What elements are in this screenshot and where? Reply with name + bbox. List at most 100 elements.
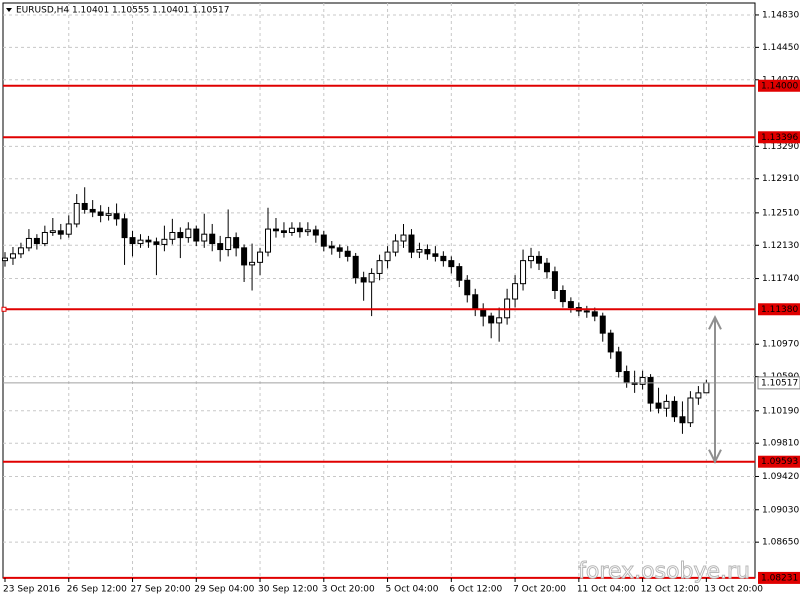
candle-body xyxy=(2,257,8,262)
candle-body xyxy=(464,279,471,296)
level-label: 1.08231 xyxy=(761,573,798,583)
candle-body xyxy=(472,294,479,310)
candle-body xyxy=(424,249,431,255)
candle-body xyxy=(97,211,104,216)
level-label: 1.11380 xyxy=(761,305,798,315)
candle-body xyxy=(559,290,566,303)
candle-body xyxy=(161,238,168,245)
candle-body xyxy=(512,283,519,300)
candle-body xyxy=(33,237,40,245)
candle-body xyxy=(225,237,232,251)
candle-body xyxy=(583,310,590,313)
candle-body xyxy=(81,202,88,210)
candle-body xyxy=(392,240,399,253)
level-box xyxy=(758,455,800,468)
x-tick-label: 6 Oct 12:00 xyxy=(449,585,502,595)
candle-body xyxy=(488,315,495,324)
y-tick-label: 1.08650 xyxy=(762,538,799,548)
candle-body xyxy=(41,231,48,245)
level-label: 1.09593 xyxy=(761,457,798,467)
candle-body xyxy=(185,228,192,239)
candle-body xyxy=(551,271,558,291)
candle-body xyxy=(153,241,160,245)
candle-body xyxy=(655,402,662,409)
level-box xyxy=(758,571,800,584)
candle-body xyxy=(336,247,343,252)
candle-body xyxy=(73,202,80,225)
candle-body xyxy=(105,213,112,216)
candle-body xyxy=(169,231,176,240)
y-tick-label: 1.13290 xyxy=(762,142,799,152)
candle-body xyxy=(384,251,391,262)
candle-body xyxy=(448,260,455,268)
level-anchor xyxy=(1,306,7,312)
watermark: forex.osobye.ru xyxy=(578,559,750,584)
candle-body xyxy=(535,255,542,264)
candle-body xyxy=(201,233,208,242)
candle-body xyxy=(241,247,248,266)
candle-body xyxy=(528,255,535,262)
candle-body xyxy=(687,397,694,424)
candle-body xyxy=(137,239,144,245)
candle-body xyxy=(280,230,287,233)
candle-body xyxy=(663,400,670,409)
x-tick-label: 26 Sep 12:00 xyxy=(67,585,127,595)
x-tick-label: 13 Oct 20:00 xyxy=(704,585,763,595)
candle-body xyxy=(607,332,614,353)
candle-body xyxy=(25,237,32,249)
level-label: 1.13396 xyxy=(761,133,798,143)
candle-body xyxy=(360,277,367,283)
candle-body xyxy=(217,243,224,251)
x-tick-label: 30 Sep 12:00 xyxy=(258,585,318,595)
candle-body xyxy=(249,261,256,266)
candle-body xyxy=(368,272,375,283)
candle-body xyxy=(89,208,96,213)
x-tick-label: 27 Sep 20:00 xyxy=(131,585,191,595)
y-tick-label: 1.09420 xyxy=(762,472,799,482)
candle-body xyxy=(703,382,710,394)
candle-body xyxy=(304,229,311,233)
x-tick-label: 12 Oct 12:00 xyxy=(641,585,700,595)
candle-body xyxy=(352,255,359,279)
candle-body xyxy=(177,231,184,239)
candle-body xyxy=(328,245,335,249)
level-box xyxy=(758,131,800,144)
candle-body xyxy=(647,377,654,404)
candle-body xyxy=(344,250,351,257)
level-box xyxy=(758,303,800,316)
candle-body xyxy=(695,392,702,399)
candle-body xyxy=(129,237,136,245)
y-tick-label: 1.09810 xyxy=(762,439,799,449)
candle-body xyxy=(496,317,503,324)
y-tick-label: 1.12510 xyxy=(762,208,799,218)
candle-body xyxy=(320,234,327,247)
candle-body xyxy=(113,213,120,220)
plot-area xyxy=(2,2,756,579)
candle-body xyxy=(296,227,303,233)
candle-body xyxy=(416,249,423,253)
y-tick-label: 1.09030 xyxy=(762,505,799,515)
candle-body xyxy=(543,262,550,273)
candle-body xyxy=(408,234,415,253)
candle-body xyxy=(288,227,295,233)
candle-body xyxy=(440,255,447,262)
candle-body xyxy=(599,315,606,334)
menu-icon[interactable] xyxy=(6,8,12,12)
candle-body xyxy=(480,308,487,317)
chart-title: EURUSD,H4 1.10401 1.10555 1.10401 1.1051… xyxy=(16,6,229,16)
candle-body xyxy=(591,311,598,317)
candle-body xyxy=(233,237,240,249)
y-tick-label: 1.10970 xyxy=(762,340,799,350)
y-tick-label: 1.11740 xyxy=(762,274,799,284)
candle-body xyxy=(209,233,216,245)
candle-body xyxy=(49,230,56,233)
candle-body xyxy=(265,228,272,253)
y-tick-label: 1.12130 xyxy=(762,241,799,251)
current-price-box xyxy=(757,376,800,390)
candle-body xyxy=(639,377,646,385)
candle-body xyxy=(193,228,200,242)
x-tick-label: 23 Sep 2016 xyxy=(3,585,60,595)
level-label: 1.14000 xyxy=(761,81,798,91)
candle-body xyxy=(376,260,383,274)
candle-body xyxy=(567,301,574,309)
